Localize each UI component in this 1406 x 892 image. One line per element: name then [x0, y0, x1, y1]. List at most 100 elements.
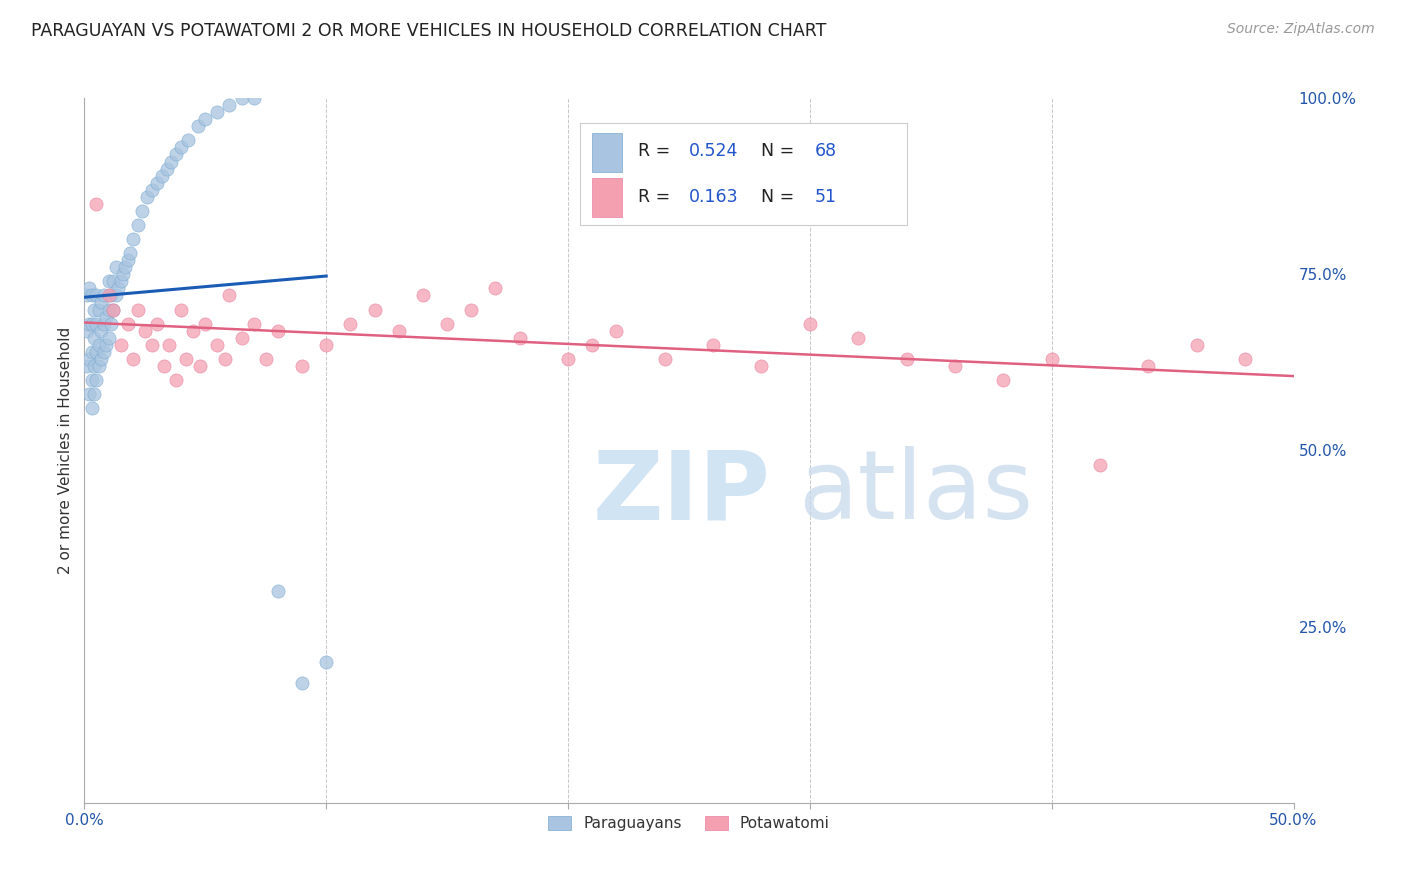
- Point: [117, 317, 139, 331]
- Point: [1234, 351, 1257, 366]
- Point: [177, 133, 200, 147]
- Point: [120, 246, 142, 260]
- Text: ZIP: ZIP: [592, 446, 770, 540]
- Point: [90, 295, 112, 310]
- Point: [83, 331, 105, 345]
- Point: [231, 331, 253, 345]
- Point: [97, 331, 120, 345]
- Point: [107, 281, 129, 295]
- Point: [87, 359, 110, 373]
- Point: [388, 324, 411, 338]
- Point: [90, 351, 112, 366]
- Point: [254, 351, 277, 366]
- Point: [1088, 458, 1111, 472]
- Point: [86, 317, 108, 331]
- Point: [76, 324, 98, 338]
- Point: [1040, 351, 1063, 366]
- Point: [315, 338, 337, 352]
- Point: [165, 373, 187, 387]
- Point: [93, 288, 115, 302]
- Point: [231, 91, 253, 105]
- Point: [136, 190, 159, 204]
- Point: [146, 176, 169, 190]
- Point: [87, 338, 110, 352]
- Text: 0.163: 0.163: [689, 188, 738, 206]
- Point: [654, 351, 676, 366]
- Text: PARAGUAYAN VS POTAWATOMI 2 OR MORE VEHICLES IN HOUSEHOLD CORRELATION CHART: PARAGUAYAN VS POTAWATOMI 2 OR MORE VEHIC…: [31, 22, 827, 40]
- Point: [170, 140, 193, 154]
- Point: [93, 317, 115, 331]
- Y-axis label: 2 or more Vehicles in Household: 2 or more Vehicles in Household: [58, 326, 73, 574]
- Text: 0.524: 0.524: [689, 142, 738, 160]
- Point: [242, 91, 264, 105]
- Legend: Paraguayans, Potawatomi: Paraguayans, Potawatomi: [543, 810, 835, 838]
- Point: [194, 317, 217, 331]
- Point: [291, 676, 314, 690]
- Point: [181, 324, 204, 338]
- Point: [557, 351, 579, 366]
- Point: [214, 351, 236, 366]
- Point: [103, 274, 125, 288]
- Point: [76, 288, 98, 302]
- Point: [87, 302, 110, 317]
- Point: [104, 260, 127, 275]
- Point: [77, 281, 100, 295]
- Point: [150, 169, 173, 183]
- Point: [267, 584, 290, 599]
- Point: [267, 324, 290, 338]
- Point: [121, 351, 143, 366]
- Point: [1137, 359, 1160, 373]
- Point: [86, 344, 108, 359]
- Point: [83, 387, 105, 401]
- Point: [153, 359, 176, 373]
- Point: [93, 344, 115, 359]
- Point: [363, 302, 385, 317]
- Point: [702, 338, 724, 352]
- Point: [194, 112, 217, 127]
- Point: [155, 161, 177, 176]
- Point: [94, 338, 117, 352]
- Point: [80, 401, 103, 416]
- Point: [157, 338, 180, 352]
- Point: [97, 302, 120, 317]
- Bar: [592, 134, 623, 172]
- Point: [80, 373, 103, 387]
- Point: [207, 105, 229, 120]
- Point: [110, 274, 132, 288]
- Point: [86, 373, 108, 387]
- Text: R =: R =: [638, 188, 676, 206]
- Point: [114, 260, 136, 275]
- Point: [291, 359, 314, 373]
- Point: [218, 288, 240, 302]
- Point: [80, 288, 103, 302]
- Point: [896, 351, 918, 366]
- Point: [80, 317, 103, 331]
- Text: 51: 51: [814, 188, 837, 206]
- Point: [94, 310, 117, 324]
- Point: [86, 288, 108, 302]
- Point: [460, 302, 482, 317]
- Point: [112, 268, 135, 282]
- Point: [77, 351, 100, 366]
- Point: [121, 232, 143, 246]
- Point: [97, 274, 120, 288]
- Point: [117, 253, 139, 268]
- Point: [187, 120, 209, 134]
- Point: [77, 387, 100, 401]
- Point: [103, 302, 125, 317]
- Point: [218, 98, 240, 112]
- Point: [76, 359, 98, 373]
- Point: [97, 288, 120, 302]
- Point: [90, 324, 112, 338]
- Point: [581, 338, 603, 352]
- Point: [605, 324, 627, 338]
- Point: [436, 317, 458, 331]
- Point: [141, 338, 163, 352]
- Text: 68: 68: [814, 142, 837, 160]
- Point: [190, 359, 212, 373]
- Point: [86, 197, 108, 211]
- Point: [412, 288, 434, 302]
- Point: [104, 288, 127, 302]
- Point: [751, 359, 773, 373]
- Point: [83, 359, 105, 373]
